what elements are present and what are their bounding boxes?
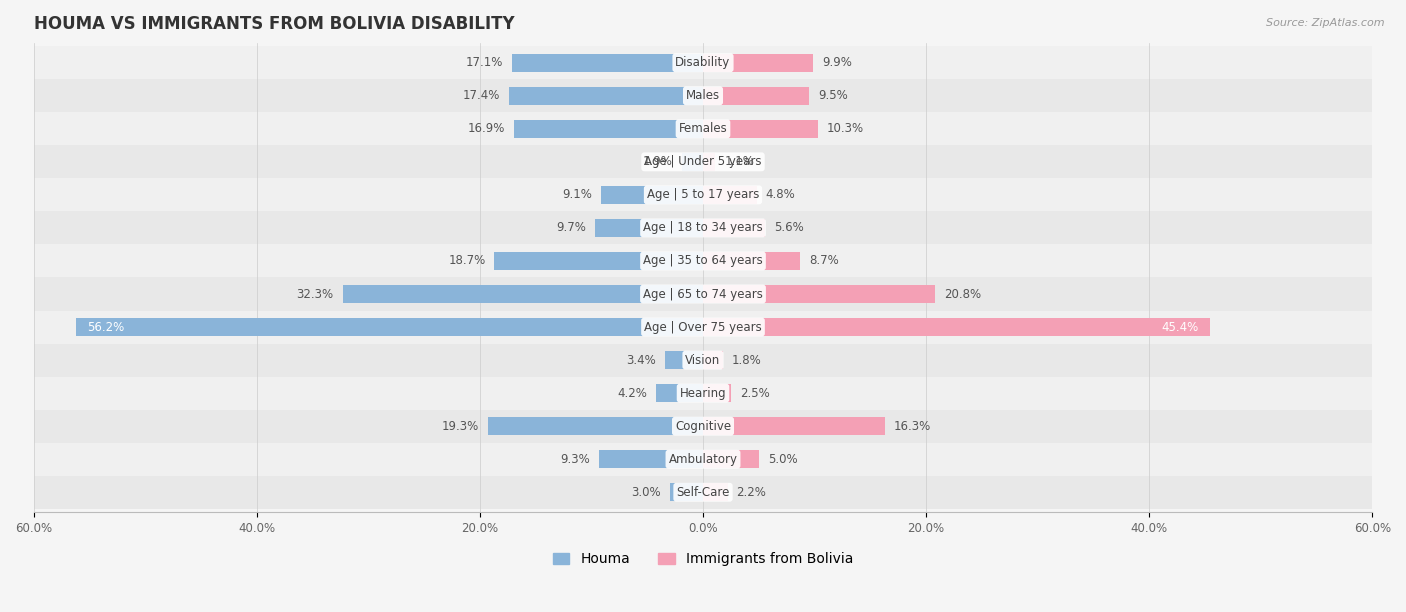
Bar: [703, 318, 1209, 336]
Bar: [703, 219, 765, 237]
Text: 2.2%: 2.2%: [737, 486, 766, 499]
Text: 3.4%: 3.4%: [627, 354, 657, 367]
Text: 10.3%: 10.3%: [827, 122, 863, 135]
Text: 5.6%: 5.6%: [775, 222, 804, 234]
Text: Vision: Vision: [685, 354, 721, 367]
Text: Disability: Disability: [675, 56, 731, 69]
Bar: [34, 409, 1372, 442]
Text: Cognitive: Cognitive: [675, 420, 731, 433]
Bar: [657, 384, 703, 402]
Bar: [682, 153, 703, 171]
Bar: [34, 112, 1372, 145]
Bar: [34, 145, 1372, 178]
Text: Males: Males: [686, 89, 720, 102]
Text: Self-Care: Self-Care: [676, 486, 730, 499]
Bar: [343, 285, 703, 303]
Bar: [76, 318, 703, 336]
Text: Source: ZipAtlas.com: Source: ZipAtlas.com: [1267, 18, 1385, 28]
Text: Hearing: Hearing: [679, 387, 727, 400]
Text: 8.7%: 8.7%: [808, 255, 839, 267]
Bar: [703, 252, 800, 270]
Bar: [488, 417, 703, 435]
Bar: [703, 285, 935, 303]
Text: 9.3%: 9.3%: [561, 453, 591, 466]
Text: 16.9%: 16.9%: [468, 122, 506, 135]
Bar: [34, 277, 1372, 310]
Bar: [703, 351, 723, 369]
Bar: [34, 211, 1372, 244]
Bar: [703, 384, 731, 402]
Bar: [512, 54, 703, 72]
Bar: [703, 120, 818, 138]
Text: 9.1%: 9.1%: [562, 188, 592, 201]
Text: Age | 5 to 17 years: Age | 5 to 17 years: [647, 188, 759, 201]
Bar: [703, 186, 756, 204]
Text: Age | Over 75 years: Age | Over 75 years: [644, 321, 762, 334]
Text: 3.0%: 3.0%: [631, 486, 661, 499]
Bar: [509, 87, 703, 105]
Text: 19.3%: 19.3%: [441, 420, 478, 433]
Text: Age | 18 to 34 years: Age | 18 to 34 years: [643, 222, 763, 234]
Bar: [669, 483, 703, 501]
Text: Age | 35 to 64 years: Age | 35 to 64 years: [643, 255, 763, 267]
Text: Ambulatory: Ambulatory: [668, 453, 738, 466]
Bar: [665, 351, 703, 369]
Bar: [515, 120, 703, 138]
Bar: [703, 153, 716, 171]
Bar: [34, 310, 1372, 343]
Bar: [34, 442, 1372, 476]
Text: 45.4%: 45.4%: [1161, 321, 1198, 334]
Text: 20.8%: 20.8%: [943, 288, 981, 300]
Text: 32.3%: 32.3%: [297, 288, 333, 300]
Text: 17.1%: 17.1%: [465, 56, 503, 69]
Text: 1.1%: 1.1%: [724, 155, 754, 168]
Text: 17.4%: 17.4%: [463, 89, 501, 102]
Bar: [34, 178, 1372, 211]
Bar: [34, 476, 1372, 509]
Bar: [34, 376, 1372, 409]
Text: 2.5%: 2.5%: [740, 387, 769, 400]
Bar: [703, 87, 808, 105]
Bar: [495, 252, 703, 270]
Text: Females: Females: [679, 122, 727, 135]
Text: 9.9%: 9.9%: [823, 56, 852, 69]
Bar: [703, 54, 814, 72]
Text: 1.9%: 1.9%: [643, 155, 673, 168]
Text: HOUMA VS IMMIGRANTS FROM BOLIVIA DISABILITY: HOUMA VS IMMIGRANTS FROM BOLIVIA DISABIL…: [34, 15, 515, 33]
Bar: [703, 483, 727, 501]
Bar: [34, 343, 1372, 376]
Legend: Houma, Immigrants from Bolivia: Houma, Immigrants from Bolivia: [553, 552, 853, 566]
Text: 1.8%: 1.8%: [733, 354, 762, 367]
Text: 9.7%: 9.7%: [555, 222, 586, 234]
Text: Age | Under 5 years: Age | Under 5 years: [644, 155, 762, 168]
Bar: [34, 46, 1372, 79]
Text: 5.0%: 5.0%: [768, 453, 797, 466]
Text: 4.8%: 4.8%: [765, 188, 796, 201]
Bar: [703, 417, 884, 435]
Bar: [599, 450, 703, 468]
Bar: [602, 186, 703, 204]
Bar: [703, 450, 759, 468]
Text: 4.2%: 4.2%: [617, 387, 647, 400]
Text: 18.7%: 18.7%: [449, 255, 485, 267]
Bar: [34, 244, 1372, 277]
Bar: [34, 79, 1372, 112]
Bar: [595, 219, 703, 237]
Text: 16.3%: 16.3%: [894, 420, 931, 433]
Text: 9.5%: 9.5%: [818, 89, 848, 102]
Text: Age | 65 to 74 years: Age | 65 to 74 years: [643, 288, 763, 300]
Text: 56.2%: 56.2%: [87, 321, 124, 334]
